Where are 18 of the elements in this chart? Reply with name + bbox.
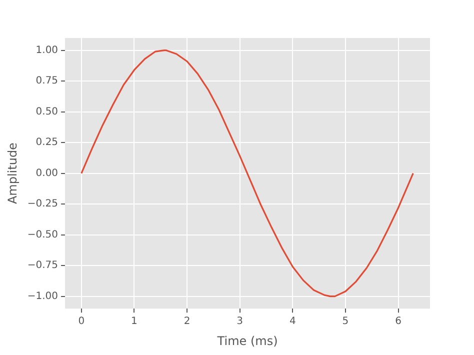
- y-tick-label: 1.00: [36, 44, 58, 56]
- y-tick-label: −1.00: [27, 290, 58, 302]
- x-axis-title: Time (ms): [216, 334, 278, 348]
- y-tick-label: 0.50: [36, 106, 58, 118]
- y-tick-label: 0.75: [36, 76, 58, 87]
- x-tick-label: 1: [131, 316, 138, 328]
- x-tick-label: 2: [184, 316, 190, 328]
- y-tick-label: −0.25: [27, 198, 58, 210]
- x-tick-label: 0: [78, 316, 85, 328]
- y-axis-title: Amplitude: [5, 142, 20, 204]
- x-tick-label: 4: [289, 316, 296, 328]
- x-tick-label: 3: [236, 316, 244, 328]
- y-tick-label: 0.25: [36, 137, 58, 148]
- y-tick-label: −0.50: [27, 229, 58, 240]
- x-tick-label: 5: [342, 316, 349, 328]
- y-tick-label: 0.00: [36, 168, 58, 179]
- x-tick-label: 6: [395, 316, 402, 328]
- y-tick-label: −0.75: [27, 260, 58, 272]
